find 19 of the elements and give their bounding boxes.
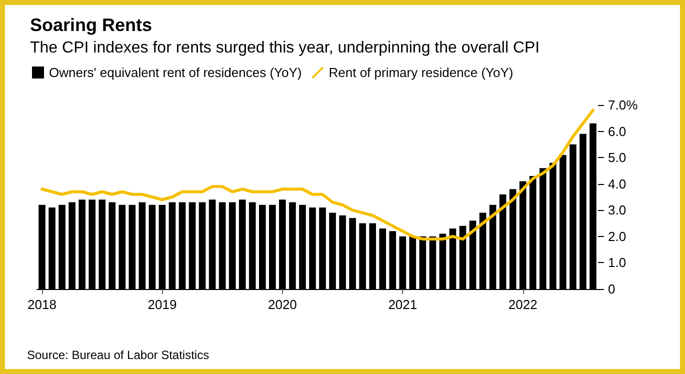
y-tick-label: 5.0 bbox=[608, 150, 626, 166]
legend-label: Owners' equivalent rent of residences (YoY) bbox=[49, 65, 302, 80]
y-tick-label: 2.0 bbox=[608, 228, 626, 244]
y-tick-label: 6.0 bbox=[608, 124, 626, 139]
x-tick-label: 2018 bbox=[28, 297, 56, 312]
x-tick-label: 2019 bbox=[148, 297, 177, 312]
legend-label: Rent of primary residence (YoY) bbox=[328, 65, 514, 80]
y-tick-label: 3.0 bbox=[608, 202, 626, 218]
line-series bbox=[40, 108, 594, 241]
y-tick-label: 7.0% bbox=[608, 98, 638, 112]
y-tick-label: 0 bbox=[608, 282, 616, 296]
x-tick-label: 2022 bbox=[508, 297, 538, 312]
chart-title: Soaring Rents bbox=[30, 15, 152, 35]
source-note: Source: Bureau of Labor Statistics bbox=[27, 348, 210, 362]
y-tick-label: 1.0 bbox=[608, 255, 626, 270]
y-tick-label: 4.0 bbox=[608, 176, 626, 192]
x-tick-label: 2021 bbox=[388, 297, 418, 312]
chart-subtitle: The CPI indexes for rents surged this year, underpinning the overall CPI bbox=[30, 40, 540, 56]
x-tick-label: 2020 bbox=[268, 297, 297, 312]
